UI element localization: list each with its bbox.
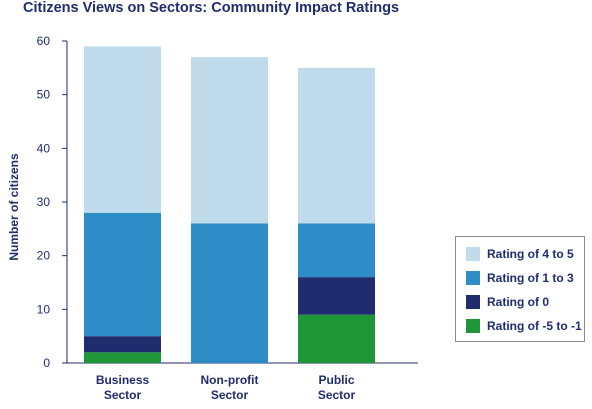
chart-title: Citizens Views on Sectors: Community Imp…: [23, 0, 400, 16]
y-tick-label: 40: [37, 141, 51, 155]
x-category-label: Sector: [211, 388, 249, 402]
bar-segment: [298, 223, 375, 278]
bar-segment: [84, 46, 161, 213]
bar-segment: [298, 314, 375, 363]
y-tick-label: 20: [37, 249, 51, 263]
bar-segment: [298, 277, 375, 315]
y-tick-label: 30: [37, 195, 51, 209]
y-ticks: 0 10 20 30 40 50 60: [37, 34, 67, 370]
bar-segment: [84, 336, 161, 353]
bar-segment: [84, 352, 161, 363]
legend-label: Rating of -5 to -1: [487, 319, 582, 333]
legend-item: Rating of -5 to -1: [466, 319, 582, 333]
bar-segment: [84, 212, 161, 337]
bar-segment: [191, 57, 268, 224]
legend-label: Rating of 1 to 3: [487, 271, 574, 285]
legend-label: Rating of 0: [487, 295, 549, 309]
legend-swatch: [466, 295, 480, 309]
y-tick-label: 10: [37, 302, 51, 316]
legend: Rating of 4 to 5 Rating of 1 to 3 Rating o…: [455, 236, 585, 342]
x-category-label: Sector: [104, 388, 142, 402]
y-axis-label: Number of citizens: [7, 153, 21, 261]
y-tick-label: 60: [37, 34, 51, 48]
bar-segment: [298, 67, 375, 224]
y-tick-label: 50: [37, 88, 51, 102]
legend-swatch: [466, 271, 480, 285]
legend-item: Rating of 0: [466, 295, 549, 309]
legend-swatch: [466, 319, 480, 333]
y-tick-label: 0: [43, 356, 50, 370]
legend-swatch: [466, 247, 480, 261]
x-category-label: Business: [96, 373, 150, 387]
bars: [84, 46, 375, 363]
x-category-label: Non-profit: [201, 373, 259, 387]
x-category-label: Sector: [318, 388, 356, 402]
x-category-label: Public: [318, 373, 354, 387]
legend-item: Rating of 1 to 3: [466, 271, 574, 285]
bar-segment: [191, 223, 268, 363]
legend-label: Rating of 4 to 5: [487, 247, 574, 261]
legend-item: Rating of 4 to 5: [466, 247, 574, 261]
category-labels: BusinessSectorNon-profitSectorPublicSect…: [96, 373, 356, 402]
